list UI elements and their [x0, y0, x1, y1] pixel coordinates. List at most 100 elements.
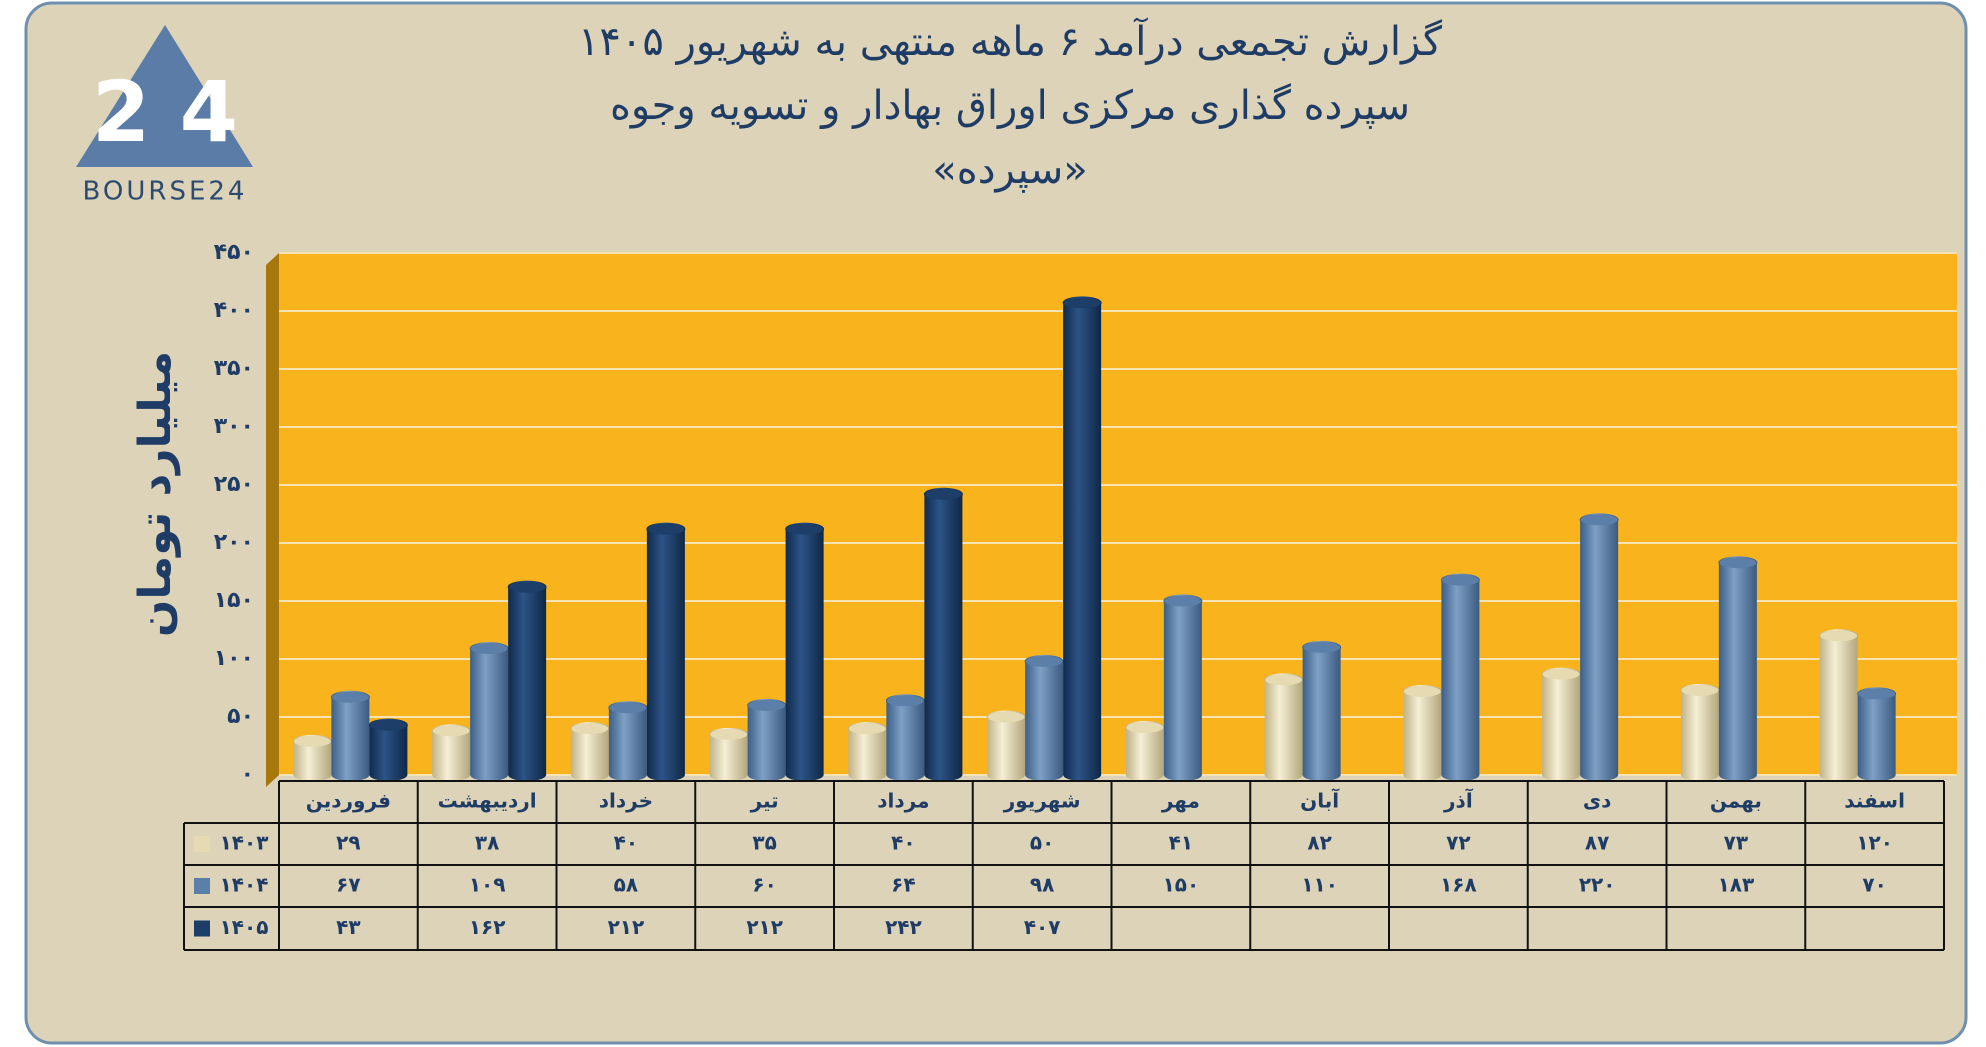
- y-tick-label: ۲۵۰: [214, 472, 254, 497]
- y-axis-label: میلیارد تومان: [130, 351, 181, 637]
- bar: [1718, 562, 1757, 775]
- bar-cap: [847, 722, 887, 736]
- bar-base: [1302, 769, 1341, 781]
- bar-base: [1403, 769, 1442, 781]
- bar-cap: [608, 701, 648, 715]
- bar-base: [1580, 769, 1619, 781]
- bar-cap: [368, 718, 408, 732]
- bar-cap: [1579, 513, 1619, 527]
- bar-cap: [469, 642, 509, 656]
- bar: [1580, 519, 1619, 775]
- x-tick-label: دی: [1583, 789, 1612, 813]
- bar-cap: [1541, 667, 1581, 681]
- bar-base: [1125, 769, 1164, 781]
- bar-base: [646, 769, 685, 781]
- bar-cap: [785, 522, 825, 536]
- x-tick-label: مرداد: [877, 789, 929, 813]
- bar-cap: [1402, 684, 1442, 698]
- value-label: ۶۷: [336, 873, 360, 897]
- bar: [1063, 302, 1102, 775]
- x-tick-label: فروردین: [306, 789, 391, 813]
- bar-cap: [1857, 687, 1897, 701]
- bar: [470, 648, 509, 775]
- legend-label: ۱۴۰۵: [220, 915, 269, 939]
- value-label: ۱۶۲: [469, 915, 506, 939]
- bar-cap: [1819, 629, 1859, 643]
- value-label: ۵۸: [614, 873, 638, 897]
- legend-label: ۱۴۰۴: [220, 873, 269, 897]
- bar-cap: [923, 487, 963, 501]
- legend-swatch: [194, 920, 210, 937]
- value-label: ۹۸: [1030, 873, 1054, 897]
- bar-base: [1680, 769, 1719, 781]
- bar-base: [508, 769, 547, 781]
- bar-cap: [986, 710, 1026, 724]
- value-label: ۷۳: [1724, 831, 1748, 855]
- value-label: ۸۲: [1307, 831, 1331, 855]
- value-label: ۶۰: [752, 873, 776, 897]
- value-label: ۲۴۲: [885, 915, 922, 939]
- plot-wall: [266, 253, 279, 787]
- bar-cap: [646, 522, 686, 536]
- legend-swatch: [194, 836, 210, 852]
- bar: [1680, 690, 1719, 775]
- bar: [924, 494, 963, 775]
- bar: [570, 728, 609, 775]
- bar: [709, 734, 748, 775]
- logo-triangle: [76, 25, 253, 167]
- value-label: ۳۵: [752, 831, 776, 855]
- x-tick-label: تیر: [750, 789, 779, 813]
- value-label: ۴۰۷: [1024, 915, 1061, 939]
- title-line: سپرده گذاری مرکزی اوراق بهادار و تسویه و…: [610, 83, 1410, 129]
- bar-base: [1857, 769, 1896, 781]
- logo-glyph: 2 4: [92, 63, 238, 161]
- bar-base: [570, 769, 609, 781]
- bar-base: [432, 769, 471, 781]
- bar: [1403, 691, 1442, 775]
- y-tick-label: ۲۰۰: [214, 530, 254, 555]
- value-label: ۳۸: [475, 831, 499, 855]
- bar: [987, 717, 1026, 775]
- bar-cap: [1024, 654, 1064, 668]
- bar-base: [924, 769, 963, 781]
- bar-cap: [709, 727, 749, 741]
- bar: [886, 700, 925, 775]
- bar-cap: [1062, 296, 1102, 310]
- y-tick-label: ۳۵۰: [214, 356, 254, 381]
- bar: [369, 725, 408, 775]
- bar: [1857, 693, 1896, 775]
- bar-cap: [431, 724, 471, 738]
- x-tick-label: اردیبهشت: [438, 789, 537, 813]
- bar: [1441, 580, 1480, 775]
- bar-base: [1542, 769, 1581, 781]
- bar: [1542, 674, 1581, 775]
- value-label: ۸۷: [1585, 831, 1609, 855]
- bar-cap: [1680, 683, 1720, 697]
- plot-area: [279, 253, 1957, 775]
- bar-cap: [1264, 673, 1304, 687]
- bar: [1819, 635, 1858, 775]
- logo-text: BOURSE24: [83, 177, 248, 207]
- value-label: ۱۱۰: [1301, 873, 1338, 897]
- x-tick-label: آبان: [1300, 788, 1340, 813]
- bar-cap: [747, 698, 787, 712]
- bar-cap: [292, 734, 332, 748]
- bar: [508, 587, 547, 775]
- bar-cap: [570, 722, 610, 736]
- bar-base: [1063, 769, 1102, 781]
- bar-cap: [1440, 573, 1480, 587]
- value-label: ۲۲۰: [1579, 873, 1616, 897]
- bar-base: [293, 769, 332, 781]
- bar: [1163, 601, 1202, 775]
- value-label: ۱۵۰: [1163, 873, 1200, 897]
- bar: [747, 705, 786, 775]
- y-tick-label: ۴۰۰: [214, 298, 254, 323]
- value-label: ۱۶۸: [1440, 873, 1477, 897]
- value-label: ۲۱۲: [746, 915, 783, 939]
- bar-base: [987, 769, 1026, 781]
- bar-base: [1025, 769, 1064, 781]
- y-tick-label: ۱۰۰: [214, 646, 254, 671]
- bar-cap: [1163, 594, 1203, 608]
- legend-label: ۱۴۰۳: [220, 831, 269, 855]
- bar-base: [1718, 769, 1757, 781]
